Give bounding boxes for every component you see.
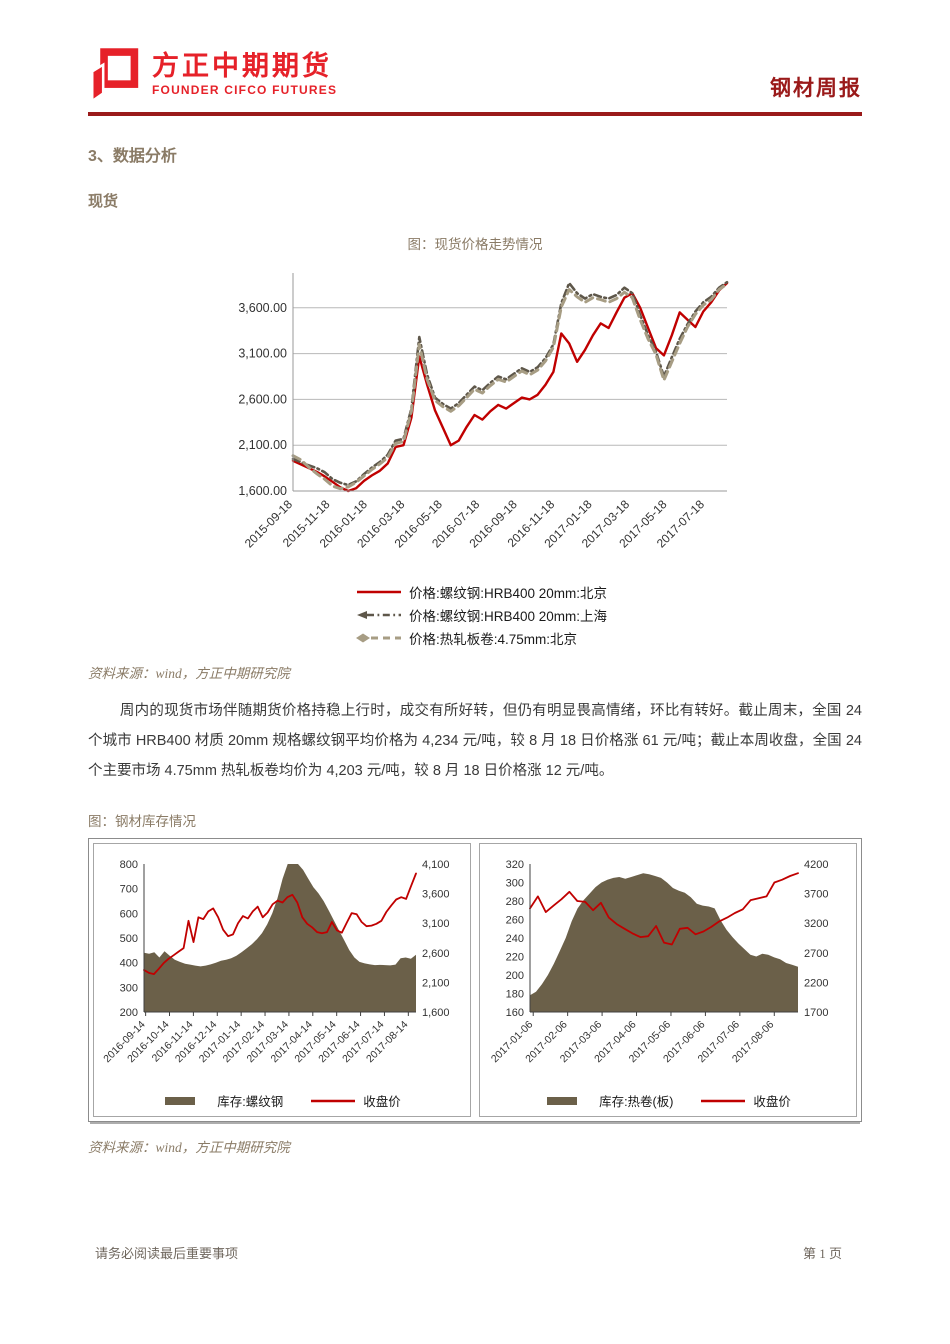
- legend-item: 收盘价: [699, 1091, 791, 1110]
- analysis-paragraph: 周内的现货市场伴随期货价格持稳上行时，成交有所好转，但仍有明显畏高情绪，环比有转…: [88, 703, 862, 779]
- spot-price-chart: 1,600.00 2,100.00 2,600.00 3,100.00 3,600.00…: [238, 273, 729, 551]
- section-heading: 3、数据分析: [88, 148, 177, 165]
- legend-marker-icon: [547, 1096, 578, 1105]
- legend-label: 库存:螺纹钢: [217, 1095, 284, 1109]
- logo-chinese-name: 方正中期期货: [152, 50, 332, 81]
- legend-marker-icon: [701, 1099, 746, 1102]
- legend-item: 价格:螺纹钢:HRB400 20mm:上海: [355, 605, 745, 625]
- svg-text:200: 200: [120, 1007, 138, 1019]
- legend-item: 价格:热轧板卷:4.75mm:北京: [355, 628, 745, 648]
- svg-text:300: 300: [506, 878, 524, 890]
- source-note-2: 资料来源：wind，方正中期研究院: [88, 1140, 290, 1155]
- legend-marker-icon: [311, 1099, 356, 1102]
- page-footer: 请务必阅读最后重要事项 第 1 页: [95, 1243, 842, 1262]
- rebar-inventory-chart: 200 300 400 500 600 700 800 1,600 2,100 2,600 3,10…: [101, 859, 450, 1065]
- legend-marker-icon: [357, 590, 401, 594]
- hrc-inventory-panel: 160 180 200 220 240 260 280 300 320 1700 2200 2700 3…: [479, 843, 857, 1117]
- legend-label: 收盘价: [753, 1095, 791, 1109]
- svg-text:3,100: 3,100: [422, 918, 450, 930]
- svg-text:2,600.00: 2,600.00: [238, 392, 287, 406]
- figure1-caption: 图：现货价格走势情况: [407, 237, 543, 252]
- company-logo: 方正中期期货 FOUNDER CIFCO FUTURES: [88, 44, 337, 104]
- svg-text:300: 300: [120, 982, 138, 994]
- source-note-1: 资料来源：wind，方正中期研究院: [88, 666, 290, 681]
- legend-label: 收盘价: [363, 1095, 401, 1109]
- svg-text:2,600: 2,600: [422, 948, 450, 960]
- legend-item: 收盘价: [309, 1091, 401, 1110]
- figure2-caption: 图：钢材库存情况: [88, 814, 196, 829]
- header: 方正中期期货 FOUNDER CIFCO FUTURES 钢材周报: [88, 0, 862, 104]
- svg-text:800: 800: [120, 859, 138, 871]
- svg-text:700: 700: [120, 884, 138, 896]
- svg-text:320: 320: [506, 859, 524, 871]
- svg-text:3,600: 3,600: [422, 889, 450, 901]
- rebar-inventory-legend: 库存:螺纹钢 收盘价: [96, 1091, 468, 1110]
- legend-label: 库存:热卷(板): [599, 1095, 674, 1109]
- legend-item: 价格:螺纹钢:HRB400 20mm:北京: [355, 582, 745, 602]
- legend-marker-icon: [165, 1096, 196, 1105]
- svg-text:1700: 1700: [804, 1007, 828, 1019]
- svg-text:3,600.00: 3,600.00: [238, 301, 287, 315]
- header-rule: [88, 112, 862, 116]
- footer-disclaimer: 请务必阅读最后重要事项: [95, 1246, 239, 1261]
- spot-price-chart-block: 1,600.00 2,100.00 2,600.00 3,100.00 3,600.00…: [205, 259, 745, 648]
- svg-text:2,100: 2,100: [422, 977, 450, 989]
- legend-item: 库存:热卷(板): [545, 1091, 673, 1110]
- subsection-heading: 现货: [88, 193, 119, 210]
- svg-text:3,100.00: 3,100.00: [238, 347, 287, 361]
- legend-label: 价格:螺纹钢:HRB400 20mm:北京: [409, 586, 608, 601]
- legend-label: 价格:螺纹钢:HRB400 20mm:上海: [409, 609, 608, 624]
- svg-text:260: 260: [506, 915, 524, 927]
- svg-text:2700: 2700: [804, 948, 828, 960]
- svg-text:180: 180: [506, 989, 524, 1001]
- legend-marker-icon: [357, 611, 401, 619]
- spot-price-chart-legend: 价格:螺纹钢:HRB400 20mm:北京 价格:螺纹钢:HRB400 20mm:…: [355, 582, 745, 648]
- svg-text:4,100: 4,100: [422, 859, 450, 871]
- svg-text:600: 600: [120, 908, 138, 920]
- svg-text:2,100.00: 2,100.00: [238, 438, 287, 452]
- rebar-inventory-panel: 200 300 400 500 600 700 800 1,600 2,100 2,600 3,10…: [93, 843, 471, 1117]
- svg-text:2200: 2200: [804, 977, 828, 989]
- svg-text:280: 280: [506, 896, 524, 908]
- legend-item: 库存:螺纹钢: [163, 1091, 283, 1110]
- svg-text:500: 500: [120, 933, 138, 945]
- hrc-inventory-legend: 库存:热卷(板) 收盘价: [482, 1091, 854, 1110]
- page-number: 第 1 页: [802, 1246, 842, 1261]
- svg-text:220: 220: [506, 952, 524, 964]
- svg-text:1,600: 1,600: [422, 1007, 450, 1019]
- founder-logo-icon: [90, 48, 139, 104]
- svg-text:160: 160: [506, 1007, 524, 1019]
- report-title: 钢材周报: [770, 77, 862, 100]
- inventory-figure-box: 200 300 400 500 600 700 800 1,600 2,100 2,600 3,10…: [88, 838, 862, 1122]
- svg-text:200: 200: [506, 970, 524, 982]
- svg-text:400: 400: [120, 958, 138, 970]
- svg-text:3200: 3200: [804, 918, 828, 930]
- logo-english-name: FOUNDER CIFCO FUTURES: [152, 82, 338, 97]
- legend-label: 价格:热轧板卷:4.75mm:北京: [409, 632, 578, 647]
- svg-text:4200: 4200: [804, 859, 828, 871]
- svg-text:240: 240: [506, 933, 524, 945]
- svg-text:3700: 3700: [804, 889, 828, 901]
- svg-text:1,600.00: 1,600.00: [238, 484, 287, 498]
- hrc-inventory-chart: 160 180 200 220 240 260 280 300 320 1700 2200 2700 3…: [489, 859, 829, 1065]
- legend-marker-icon: [356, 633, 401, 643]
